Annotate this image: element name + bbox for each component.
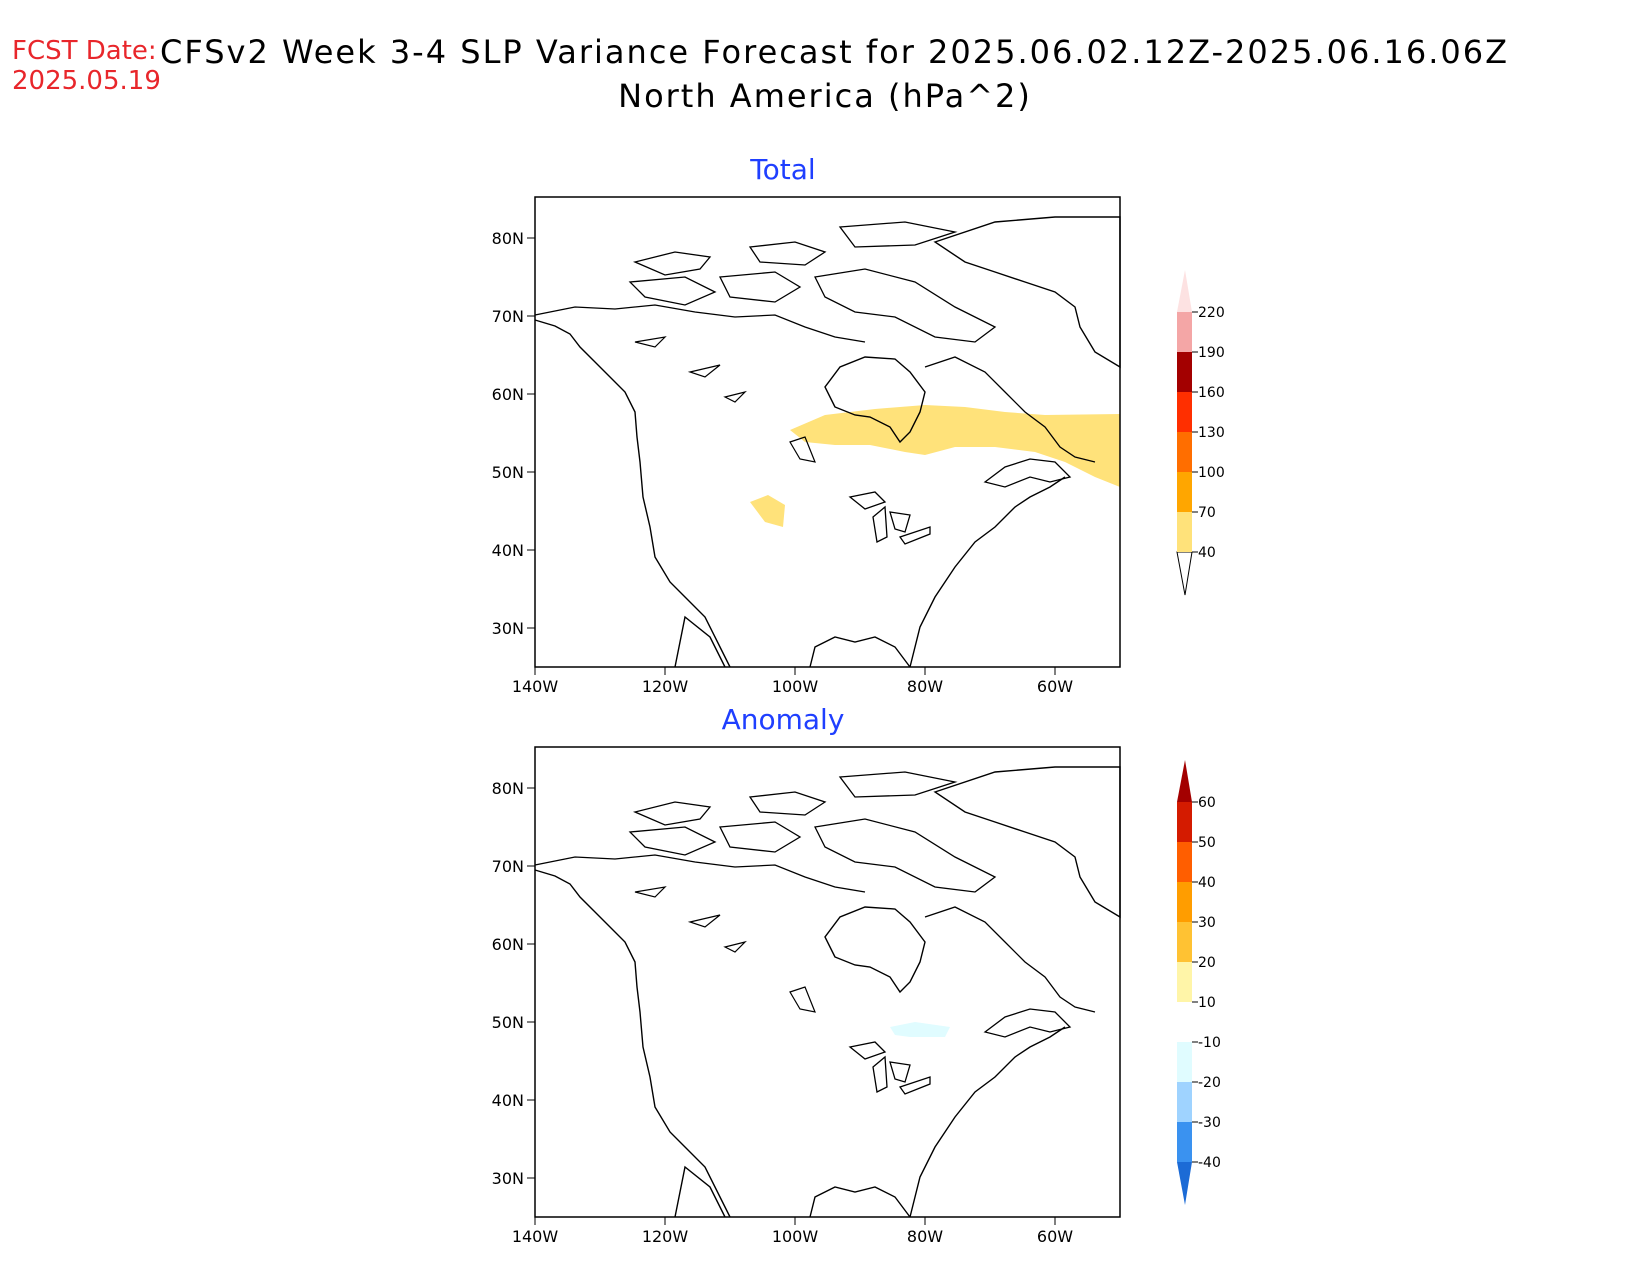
forecast-date-block: FCST Date: 2025.05.19	[12, 36, 161, 96]
colorbar-label: -40	[1198, 1155, 1221, 1171]
colorbar-label: 70	[1198, 505, 1216, 521]
forecast-date-value: 2025.05.19	[12, 66, 161, 96]
x-tick-label: 120W	[642, 1227, 689, 1246]
y-tick-label: 80N	[492, 779, 524, 798]
map-panel-total	[534, 196, 1121, 668]
x-tick-label: 80W	[907, 1227, 943, 1246]
x-tick-label: 100W	[772, 677, 819, 696]
colorbar-label: 50	[1198, 835, 1216, 851]
colorbar-label: -30	[1198, 1115, 1221, 1131]
x-tick-label: 80W	[907, 677, 943, 696]
y-tick-label: 80N	[492, 229, 524, 248]
colorbar-label: 220	[1198, 305, 1225, 321]
forecast-date-label: FCST Date:	[12, 36, 157, 66]
page-title: CFSv2 Week 3-4 SLP Variance Forecast for…	[160, 33, 1510, 71]
y-tick-label: 60N	[492, 935, 524, 954]
total-variance-patch	[750, 495, 785, 527]
colorbar-label: 20	[1198, 955, 1216, 971]
y-tick-label: 30N	[492, 619, 524, 638]
panel-title-total: Total	[750, 153, 816, 186]
colorbar-label: -20	[1198, 1075, 1221, 1091]
colorbar-label: 30	[1198, 915, 1216, 931]
y-tick-label: 50N	[492, 1013, 524, 1032]
map-panel-anomaly	[534, 746, 1121, 1218]
colorbar-label: 40	[1198, 545, 1216, 561]
colorbar-total: 40 70 100 130 160 190 220	[1176, 270, 1225, 596]
y-tick-label: 40N	[492, 541, 524, 560]
y-tick-label: 60N	[492, 385, 524, 404]
x-tick-label: 100W	[772, 1227, 819, 1246]
colorbar-label: 40	[1198, 875, 1216, 891]
y-tick-label: 50N	[492, 463, 524, 482]
colorbar-anomaly: 60 50 40 30 20 10 -10 -20 -30 -40	[1177, 760, 1221, 1205]
x-tick-label: 140W	[512, 1227, 559, 1246]
colorbar-label: 160	[1198, 385, 1225, 401]
page-subtitle: North America (hPa^2)	[618, 77, 1032, 115]
x-tick-label: 60W	[1037, 1227, 1073, 1246]
panel-title-anomaly: Anomaly	[721, 703, 845, 736]
colorbar-label: -10	[1198, 1035, 1221, 1051]
map-frame-anomaly	[534, 746, 1121, 1218]
colorbar-label: 100	[1198, 465, 1225, 481]
axes-total: 80N 70N 60N 50N 40N 30N 140W 120W 100W 8…	[492, 229, 1074, 696]
y-tick-label: 70N	[492, 307, 524, 326]
y-tick-label: 70N	[492, 857, 524, 876]
x-tick-label: 60W	[1037, 677, 1073, 696]
y-tick-label: 30N	[492, 1169, 524, 1188]
colorbar-label: 190	[1198, 345, 1225, 361]
colorbar-label: 130	[1198, 425, 1225, 441]
colorbar-label: 60	[1198, 795, 1216, 811]
x-tick-label: 120W	[642, 677, 689, 696]
y-tick-label: 40N	[492, 1091, 524, 1110]
x-tick-label: 140W	[512, 677, 559, 696]
colorbar-label: 10	[1198, 995, 1216, 1011]
axes-anomaly: 80N 70N 60N 50N 40N 30N 140W 120W 100W 8…	[492, 779, 1074, 1246]
map-frame-total	[534, 196, 1121, 668]
total-variance-band	[790, 405, 1120, 487]
anomaly-negative-patch	[890, 1022, 950, 1037]
